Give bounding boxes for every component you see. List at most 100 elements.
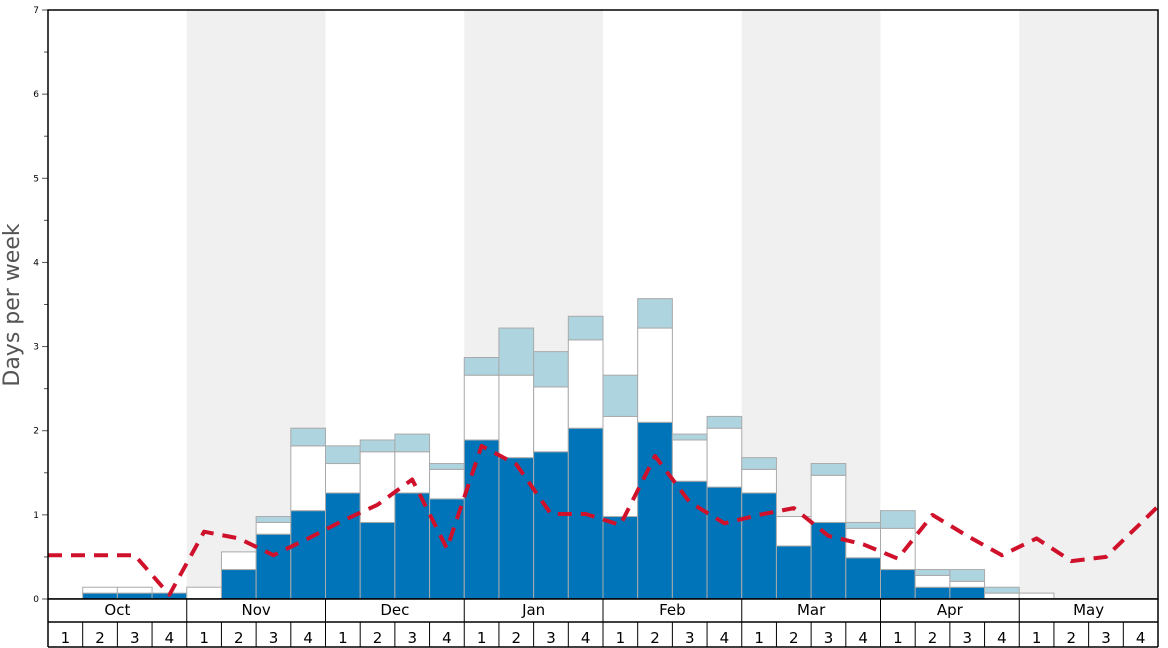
bar-segment-top [810,463,847,476]
bar-segment-bottom [533,451,569,600]
y-tick-label: 4 [33,258,39,268]
week-label: 3 [824,629,834,647]
week-label: 1 [616,629,626,647]
bar-segment-top [498,327,535,376]
bar-segment-middle [914,574,951,588]
week-label: 3 [962,629,972,647]
week-label: 4 [581,629,591,647]
y-tick-label: 5 [33,174,39,184]
bar-segment-bottom [255,533,292,600]
bar-segment-top [533,351,569,388]
bar-segment-bottom [116,592,153,600]
bar-segment-middle [984,592,1020,600]
bar-segment-middle [463,374,500,441]
y-tick-label: 0 [33,595,39,605]
bar-segment-middle [429,468,465,500]
y-axis-label: Days per week [0,223,25,386]
week-label: 3 [546,629,556,647]
bar-segment-middle [706,427,743,488]
bar-segment-top [429,463,465,470]
month-label-apr: Apr [937,601,964,619]
y-axis: 0 1 2 3 4 5 6 7 [33,6,48,605]
bar-segment-top [706,415,743,429]
bar-segment-middle [498,374,535,459]
week-label: 2 [650,629,660,647]
week-label: 2 [789,629,799,647]
bar-segment-top [671,433,708,441]
bar-segment-top [325,445,361,465]
week-label: 1 [61,629,71,647]
bar-segment-middle [741,468,777,494]
week-label: 4 [720,629,730,647]
bar-segment-middle [186,586,222,600]
month-label-mar: Mar [797,601,826,619]
bar-segment-middle [1018,592,1055,600]
week-label: 2 [234,629,244,647]
bar-segment-top [359,439,396,453]
bar-segment-top [463,357,500,376]
dashed-line [48,443,1160,597]
month-label-oct: Oct [104,601,130,619]
bar-segment-bottom [706,486,743,600]
bar-segment-middle [810,474,847,523]
bar-segment-top [255,516,292,523]
bar-segment-middle [775,516,812,547]
bar-segment-bottom [394,492,431,600]
week-label: 1 [477,629,487,647]
bar-segment-middle [602,415,639,518]
bar-segment-bottom [220,569,257,600]
week-label: 1 [338,629,348,647]
bar-segment-middle [637,327,673,423]
y-tick-label: 2 [33,427,39,437]
bar-segment-top [602,374,639,417]
bar-segment-middle [880,527,916,571]
month-label-feb: Feb [659,601,686,619]
bar-segment-bottom [741,492,777,600]
week-label: 3 [269,629,279,647]
bar-segment-middle [325,463,361,494]
week-label: 4 [997,629,1007,647]
bar-segment-top [984,586,1020,594]
week-label: 4 [303,629,313,647]
week-label: 2 [512,629,522,647]
week-label: 2 [1067,629,1077,647]
bar-segment-bottom [82,592,118,600]
week-label: 2 [928,629,938,647]
bar-segment-middle [255,521,292,535]
bar-segment-top [637,298,673,329]
y-tick-label: 7 [33,6,39,16]
bar-segment-middle [82,586,118,594]
bar-segment-bottom [325,492,361,600]
bar-segment-top [880,510,916,529]
bar-segment-middle [567,339,604,429]
bar-segment-top [845,521,881,529]
bar-segment-bottom [290,510,326,600]
bar-segment-bottom [914,586,951,600]
week-label: 2 [95,629,105,647]
month-background-bands [186,10,1158,599]
bar-segment-middle [359,451,396,523]
bar-segment-middle [949,580,986,588]
y-tick-label: 3 [33,343,39,353]
week-label: 4 [442,629,452,647]
bar-segment-top [290,427,326,447]
week-label: 3 [130,629,140,647]
y-tick-label: 6 [33,90,39,100]
month-label-nov: Nov [241,601,270,619]
y-tick-label: 1 [33,511,39,521]
bar-segment-middle [533,386,569,453]
bar-segment-bottom [359,521,396,600]
week-label: 4 [165,629,175,647]
bar-segment-middle [671,439,708,482]
week-label: 1 [1032,629,1042,647]
month-label-dec: Dec [380,601,409,619]
bar-segment-bottom [880,569,916,600]
week-label: 4 [858,629,868,647]
week-label: 3 [685,629,695,647]
x-axis: Oct 1 2 3 4 Nov 1 2 3 4 Dec 1 2 3 4 Jan 1 2 3 4 Feb 1 2 3 4 Mar 1 2… [47,9,1159,648]
week-label: 1 [754,629,764,647]
week-label: 2 [373,629,383,647]
bar-segment-top [949,569,986,582]
month-label-may: May [1073,601,1104,619]
